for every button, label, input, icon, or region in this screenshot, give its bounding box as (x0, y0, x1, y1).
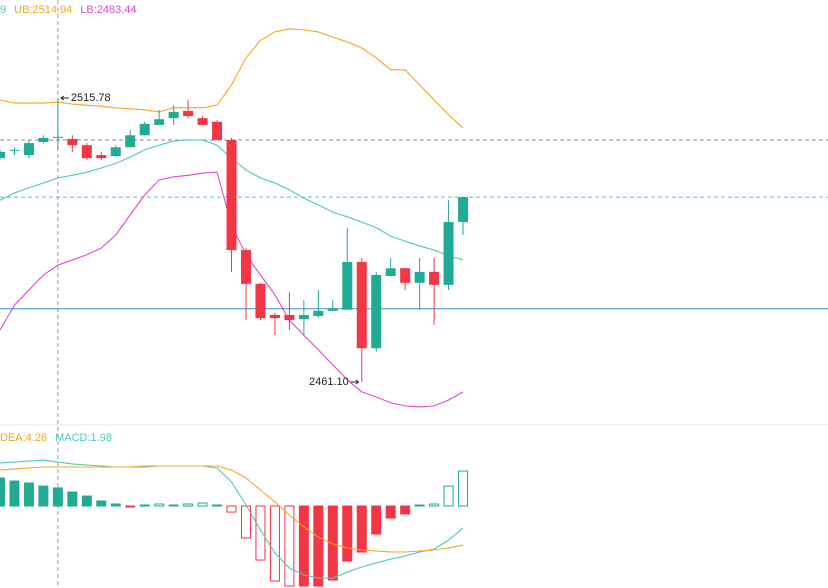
annotation-arrow (350, 379, 360, 385)
candle-body (226, 139, 237, 251)
histogram-bar (168, 504, 179, 507)
histogram-bar (255, 505, 266, 561)
histogram-bar (52, 487, 63, 507)
candle-body (197, 118, 208, 125)
histogram-bar (414, 504, 425, 507)
candle-body (125, 135, 136, 148)
candle-body (255, 283, 266, 319)
histogram-bar (23, 482, 34, 507)
candle-body (52, 136, 63, 138)
candle-body (0, 151, 5, 159)
histogram-bar (400, 505, 411, 515)
indicator-label: DEA:4.26 (0, 432, 47, 444)
candle-body (168, 111, 179, 119)
candle-body (154, 119, 165, 125)
indicator-line (0, 465, 464, 553)
histogram-bar (0, 477, 5, 507)
histogram-bar (197, 502, 208, 507)
histogram-bar (110, 503, 121, 507)
histogram-bar (458, 470, 469, 507)
histogram-bar (356, 505, 367, 553)
histogram-bar (429, 503, 440, 507)
histogram-bar (154, 503, 165, 507)
annotation: 2461.10 (309, 376, 349, 388)
candle-body (38, 137, 49, 143)
candle-body (371, 274, 382, 349)
histogram-bar (269, 505, 280, 582)
histogram-bar (284, 505, 295, 587)
candle-body (313, 310, 324, 317)
annotation: 2515.78 (71, 92, 111, 104)
candle-body (385, 268, 396, 277)
candle-body (298, 314, 309, 320)
candle-body (342, 262, 353, 310)
candle-body (443, 222, 454, 285)
indicator-line (0, 28, 464, 129)
histogram-bar (443, 485, 454, 507)
candle-body (429, 271, 440, 285)
candle-body (67, 138, 78, 146)
indicator-label: LB:2483.44 (80, 4, 136, 16)
histogram-bar (327, 505, 338, 581)
histogram-bar (342, 505, 353, 562)
candle-body (414, 271, 425, 283)
candle-body (23, 143, 34, 156)
candle-body (269, 314, 280, 319)
candle-body (327, 308, 338, 311)
histogram-bar (38, 485, 49, 507)
candle-body (400, 268, 411, 283)
histogram-bar (313, 505, 324, 587)
histogram-bar (183, 503, 194, 507)
candle-body (139, 123, 150, 136)
candle-body (96, 155, 107, 159)
histogram-bar (298, 505, 309, 587)
indicator-line (0, 459, 464, 579)
histogram-bar (212, 504, 223, 507)
histogram-bar (125, 505, 136, 508)
candle-body (183, 110, 194, 117)
histogram-bar (67, 491, 78, 507)
candle-body (240, 250, 251, 284)
candle-body (212, 121, 223, 140)
candle-body (110, 147, 121, 157)
histogram-bar (96, 500, 107, 507)
candle-body (9, 149, 20, 151)
histogram-bar (226, 505, 237, 513)
indicator-label: UB:2514.94 (14, 4, 72, 16)
annotation-arrow (60, 95, 69, 101)
candle-body (356, 262, 367, 349)
candle-body (81, 145, 92, 159)
histogram-bar (9, 480, 20, 507)
indicator-label: MACD:1.98 (55, 432, 112, 444)
indicator-label: 9 (0, 4, 6, 16)
histogram-bar (81, 495, 92, 507)
candle-body (284, 314, 295, 321)
candle-body (458, 197, 469, 223)
histogram-bar (371, 505, 382, 535)
histogram-bar (385, 505, 396, 519)
histogram-bar (139, 504, 150, 507)
